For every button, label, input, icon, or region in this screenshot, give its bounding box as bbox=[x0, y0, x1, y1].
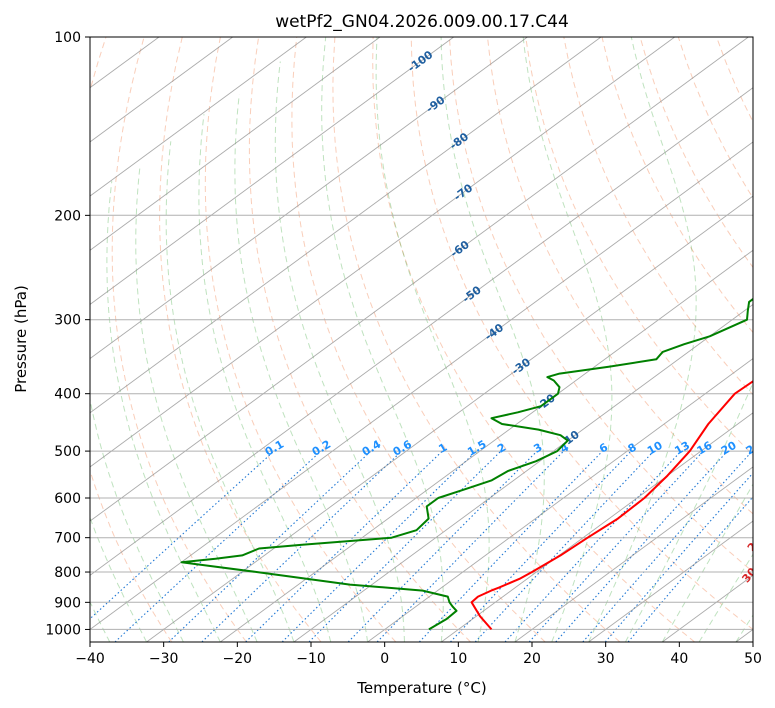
x-tick-label: −40 bbox=[75, 651, 105, 667]
isotherm-line bbox=[293, 303, 753, 642]
dry-adiabat-line bbox=[248, 37, 471, 642]
moist-adiabat-line bbox=[106, 180, 221, 642]
isotherm-line bbox=[90, 37, 307, 197]
isotherm-line bbox=[441, 412, 753, 642]
dewpoint-profile bbox=[180, 297, 753, 631]
y-tick-label: 800 bbox=[54, 565, 81, 581]
y-tick-label: 200 bbox=[54, 208, 81, 224]
x-tick-label: 40 bbox=[670, 651, 688, 667]
x-axis-ticks: −40 −30 −20 −10 0 10 20 30 40 50 bbox=[75, 642, 762, 667]
isotherm-line bbox=[588, 520, 753, 642]
isotherm-line bbox=[514, 466, 753, 642]
isotherm-line bbox=[90, 37, 675, 468]
isotherm-line bbox=[90, 37, 602, 414]
y-tick-label: 400 bbox=[54, 387, 81, 403]
y-tick-label: 500 bbox=[54, 444, 81, 460]
mixing-ratio-line bbox=[281, 450, 477, 642]
y-tick-label: 600 bbox=[54, 491, 81, 507]
x-tick-label: −20 bbox=[223, 651, 253, 667]
moist-adiabat-line bbox=[522, 37, 613, 642]
mixing-ratio-line bbox=[528, 450, 704, 642]
y-axis-ticks: 100 200 300 400 500 600 700 800 900 1000 bbox=[45, 30, 90, 638]
x-tick-label: 0 bbox=[380, 651, 389, 667]
x-tick-label: 20 bbox=[523, 651, 541, 667]
mixing-ratio-line bbox=[418, 450, 603, 642]
dry-adiabat-line bbox=[410, 37, 753, 631]
dry-adiabat-line bbox=[448, 37, 753, 573]
mixing-ratio-line bbox=[201, 450, 403, 642]
plot-frame bbox=[89, 36, 754, 643]
isotherm-line bbox=[90, 37, 749, 522]
background-line-label: 20 bbox=[745, 534, 765, 554]
x-tick-label: 30 bbox=[597, 651, 615, 667]
y-tick-label: 900 bbox=[54, 595, 81, 611]
moist-adiabat-line bbox=[375, 37, 490, 642]
x-tick-label: −30 bbox=[149, 651, 179, 667]
y-axis-label: Pressure (hPa) bbox=[12, 285, 30, 393]
mixing-ratio-line bbox=[555, 450, 728, 642]
y-tick-label: 300 bbox=[54, 313, 81, 329]
dry-adiabat-line bbox=[90, 37, 173, 642]
isotherm-line bbox=[146, 195, 753, 642]
dry-adiabat-line bbox=[291, 37, 546, 642]
mixing-ratio-line bbox=[308, 450, 502, 642]
isotherm-line bbox=[90, 37, 528, 360]
mixing-ratio-line bbox=[582, 450, 753, 642]
moist-adiabat-line bbox=[624, 381, 753, 642]
isobars bbox=[90, 37, 753, 630]
moist-adiabat-line bbox=[274, 61, 405, 642]
background-line-label: 25 bbox=[744, 439, 764, 458]
moist-adiabat-line bbox=[135, 165, 258, 642]
x-tick-label: 10 bbox=[449, 651, 467, 667]
mixing-ratio-line bbox=[168, 450, 372, 642]
isotherm-line bbox=[90, 87, 753, 576]
moist-adiabat-line bbox=[321, 37, 444, 642]
isotherm-line bbox=[367, 358, 753, 642]
temperature-profile bbox=[470, 380, 753, 631]
moist-adiabat-line bbox=[588, 37, 697, 642]
mixing-ratio-line bbox=[504, 450, 682, 642]
mixing-ratio-line bbox=[347, 450, 538, 642]
sounding-profiles bbox=[180, 297, 753, 631]
y-tick-label: 100 bbox=[54, 30, 81, 46]
moist-adiabat-line bbox=[90, 396, 184, 642]
isotherms bbox=[90, 37, 753, 642]
x-axis-label: Temperature (°C) bbox=[356, 679, 486, 697]
isotherm-line bbox=[90, 37, 233, 143]
plot-area: -100-90-80-70-60-50-40-30-20-100.1 0.2 0.4… bbox=[90, 37, 765, 642]
isotherm-line bbox=[90, 37, 381, 251]
y-tick-label: 1000 bbox=[45, 622, 81, 638]
y-tick-label: 700 bbox=[54, 531, 81, 547]
x-tick-label: 50 bbox=[744, 651, 762, 667]
moist-adiabat-line bbox=[90, 600, 111, 642]
moist-adiabat-line bbox=[440, 37, 545, 642]
mixing-ratio-line bbox=[449, 450, 632, 642]
dry-adiabat-line bbox=[601, 37, 753, 334]
dry-adiabat-line bbox=[111, 37, 247, 642]
x-tick-label: −10 bbox=[296, 651, 326, 667]
chart-title: wetPf2_GN04.2026.009.00.17.C44 bbox=[275, 12, 569, 32]
moist-adiabat-line bbox=[198, 114, 332, 642]
moist-adiabat-line bbox=[234, 94, 369, 642]
isotherm-line bbox=[90, 37, 454, 305]
moist-adiabat-line bbox=[90, 516, 148, 642]
isotherm-line bbox=[90, 141, 753, 630]
